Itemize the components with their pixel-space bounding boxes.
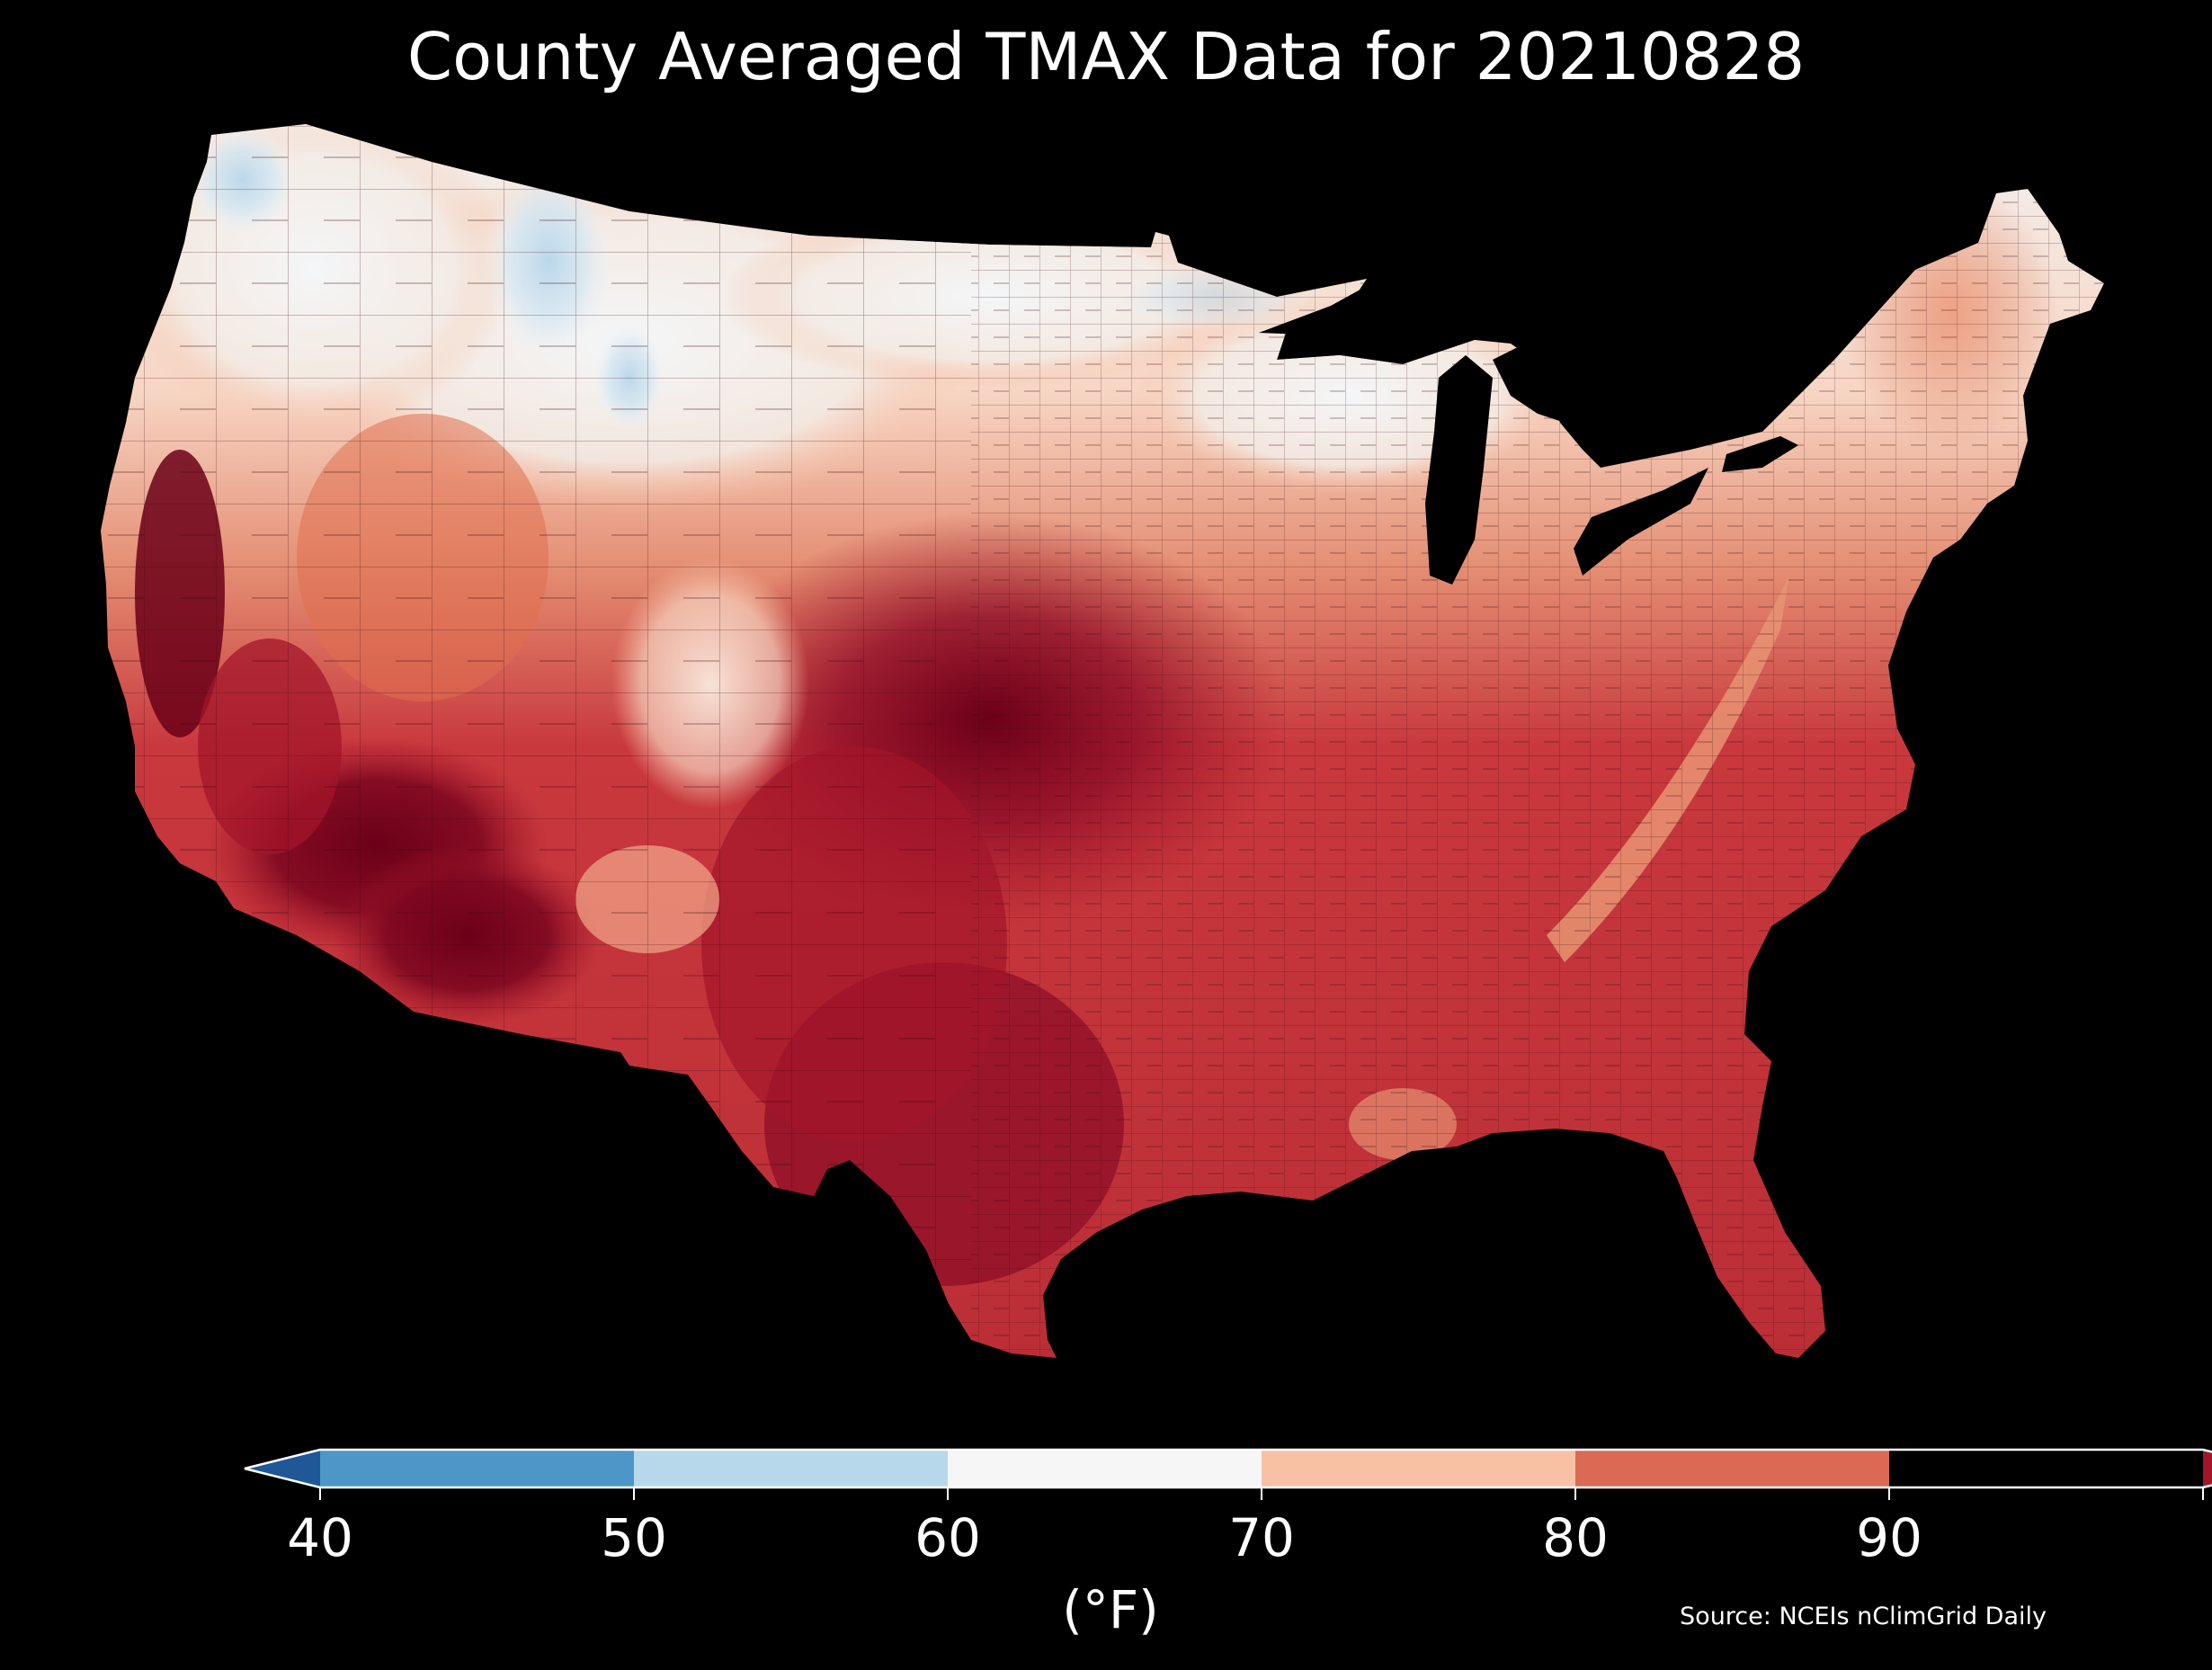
colorbar-bin-50-60	[634, 1450, 948, 1487]
colorbar	[244, 1448, 2212, 1500]
colorbar-tick-80: 80	[1542, 1507, 1609, 1568]
colorbar-tick-90: 90	[1856, 1507, 1922, 1568]
colorbar-bin-60-70	[948, 1450, 1262, 1487]
colorbar-bin-40-50	[320, 1450, 634, 1487]
colorbar-extend-low	[245, 1450, 320, 1487]
colorbar-bin-80-90	[1575, 1450, 1889, 1487]
colorbar-tick-60: 60	[914, 1507, 981, 1568]
colorbar-extend-high	[2203, 1450, 2212, 1487]
colorbar-tick-40: 40	[287, 1507, 353, 1568]
colorbar-units-label: (°F)	[0, 1578, 2212, 1641]
great-lakes	[1259, 286, 1798, 585]
colorbar-bin-70-80	[1262, 1450, 1575, 1487]
units-text: (°F)	[1062, 1579, 1159, 1640]
map-title: County Averaged TMAX Data for 20210828	[406, 19, 1806, 94]
conus-choropleth	[101, 124, 2104, 1358]
source-note: Source: NCEIs nClimGrid Daily	[1680, 1603, 2047, 1630]
colorbar-tick-50: 50	[601, 1507, 667, 1568]
colorbar-tick-70: 70	[1228, 1507, 1295, 1568]
